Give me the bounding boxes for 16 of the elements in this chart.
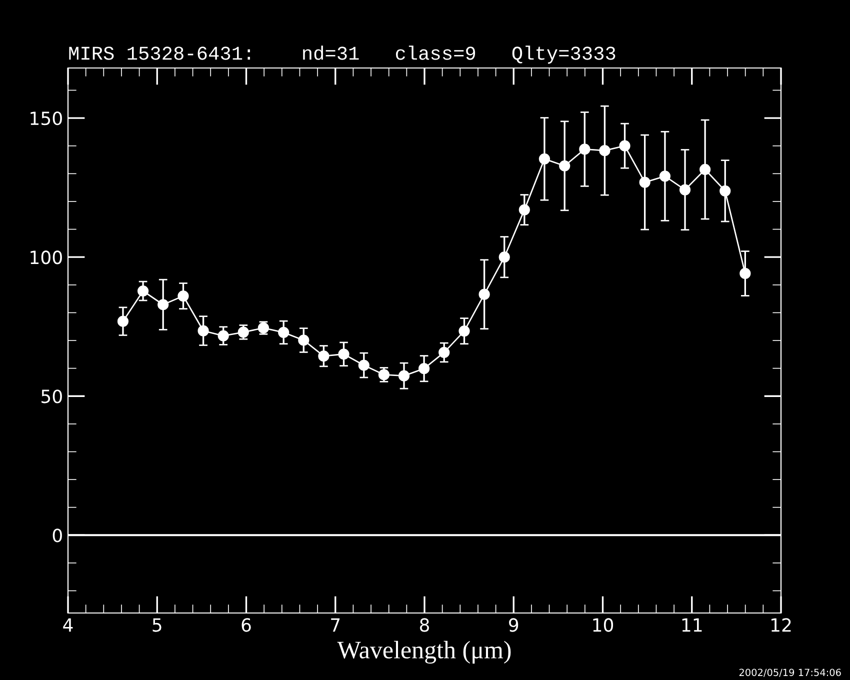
y-tick-label: 150 <box>30 112 62 126</box>
y-tick-label: 0 <box>52 528 62 542</box>
chart-title: MIRS 15328-6431: nd=31 class=9 Qlty=3333 <box>69 46 616 64</box>
x-tick-label: 9 <box>509 618 518 632</box>
x-tick-label: 11 <box>682 618 702 632</box>
x-tick-label: 4 <box>63 618 73 632</box>
x-axis-title: Wavelength (μm) <box>337 640 511 664</box>
x-tick-label: 8 <box>420 618 430 632</box>
x-tick-label: 5 <box>152 618 162 632</box>
y-tick-label: 50 <box>42 390 62 404</box>
x-tick-label: 7 <box>331 618 340 632</box>
text: 2002/05/19 17:54:06 <box>739 668 841 677</box>
y-tick-label: 100 <box>30 250 62 264</box>
x-tick-label: 10 <box>593 618 614 632</box>
x-tick-label: 6 <box>242 618 251 632</box>
x-tick-label: 12 <box>771 618 791 632</box>
